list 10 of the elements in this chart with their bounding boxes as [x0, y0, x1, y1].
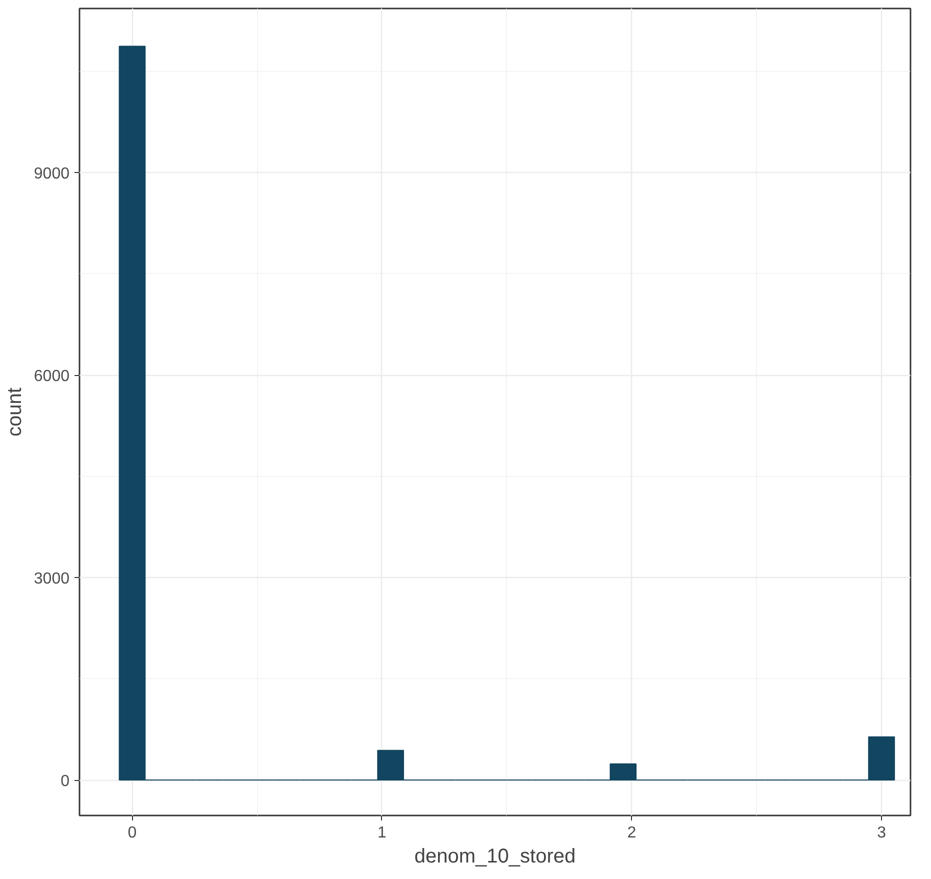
- y-tick-label: 9000: [34, 166, 70, 183]
- y-tick-label: 3000: [34, 570, 70, 588]
- x-tick-label: 1: [378, 824, 387, 842]
- x-tick-label: 3: [877, 824, 886, 842]
- x-tick-label: 0: [128, 824, 137, 842]
- y-tick-label: 0: [60, 773, 70, 790]
- x-tick-label: 2: [627, 824, 636, 842]
- y-axis-title: count: [4, 387, 26, 436]
- x-axis-title: denom_10_stored: [414, 846, 576, 868]
- y-tick-label: 6000: [34, 368, 70, 386]
